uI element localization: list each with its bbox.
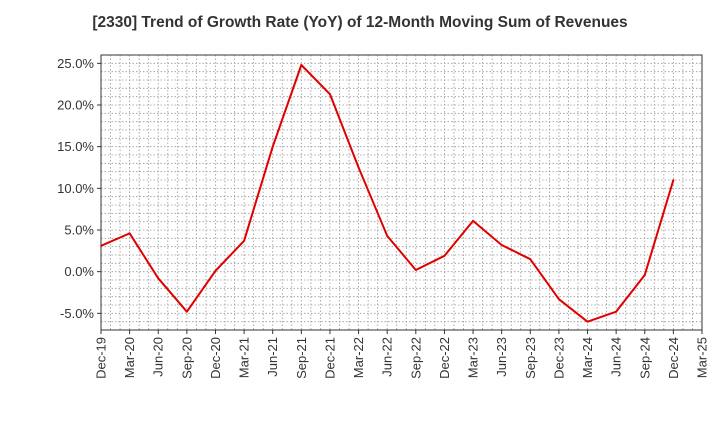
x-tick-label: Sep-22 bbox=[408, 337, 423, 379]
x-tick-label: Sep-21 bbox=[294, 337, 309, 379]
chart-title: [2330] Trend of Growth Rate (YoY) of 12-… bbox=[92, 14, 628, 31]
x-tick-label: Sep-23 bbox=[523, 337, 538, 379]
data-point bbox=[643, 274, 646, 276]
y-tick-label: 20.0% bbox=[57, 98, 94, 113]
data-point bbox=[529, 258, 532, 261]
data-point bbox=[472, 219, 474, 222]
x-tick-label: Mar-24 bbox=[580, 337, 595, 378]
x-tick-label: Dec-23 bbox=[551, 337, 566, 379]
data-point bbox=[558, 298, 560, 301]
plot-frame bbox=[100, 54, 703, 331]
x-tick-label: Dec-22 bbox=[437, 337, 452, 379]
x-axis: Dec-19 Mar-20 Jun-20 Sep-20 Dec-20 Mar-21 Jun-… bbox=[94, 330, 710, 379]
x-tick-label: Dec-24 bbox=[666, 337, 681, 379]
x-tick-label: Dec-21 bbox=[322, 337, 337, 379]
y-tick-label: 0.0% bbox=[64, 264, 94, 279]
data-point bbox=[672, 179, 675, 181]
data-point bbox=[185, 310, 188, 313]
data-point bbox=[100, 244, 102, 247]
x-tick-label: Mar-22 bbox=[351, 337, 366, 378]
y-tick-label: 10.0% bbox=[57, 181, 94, 196]
data-point bbox=[128, 232, 131, 235]
data-point bbox=[357, 166, 360, 169]
data-point bbox=[414, 269, 417, 271]
x-tick-label: Jun-21 bbox=[265, 337, 280, 377]
data-point bbox=[300, 64, 303, 66]
y-tick-label: 15.0% bbox=[57, 139, 94, 154]
y-tick-label: -5.0% bbox=[60, 306, 94, 321]
x-tick-label: Dec-19 bbox=[94, 337, 109, 379]
data-point bbox=[386, 234, 389, 237]
data-point bbox=[271, 145, 274, 148]
x-tick-label: Dec-20 bbox=[208, 337, 223, 379]
x-tick-label: Jun-20 bbox=[151, 337, 166, 377]
x-tick-label: Jun-24 bbox=[609, 337, 624, 377]
data-point bbox=[243, 239, 245, 242]
x-tick-label: Mar-21 bbox=[237, 337, 252, 378]
data-point bbox=[586, 320, 589, 323]
x-tick-label: Mar-25 bbox=[695, 337, 710, 378]
y-tick-label: 5.0% bbox=[64, 223, 94, 238]
y-tick-label: 25.0% bbox=[57, 56, 94, 71]
data-point bbox=[443, 254, 446, 257]
x-tick-label: Jun-22 bbox=[380, 337, 395, 377]
data-point bbox=[214, 269, 217, 272]
x-tick-label: Jun-23 bbox=[494, 337, 509, 377]
data-point bbox=[615, 310, 618, 313]
data-point bbox=[329, 93, 331, 96]
grid-lines bbox=[100, 54, 703, 331]
x-tick-label: Sep-24 bbox=[637, 337, 652, 379]
x-tick-label: Sep-20 bbox=[179, 337, 194, 379]
y-axis: 25.0% 20.0% 15.0% 10.0% 5.0% 0.0% -5.0% bbox=[57, 56, 101, 321]
data-point bbox=[157, 277, 160, 280]
x-tick-label: Mar-23 bbox=[466, 337, 481, 378]
x-tick-label: Mar-20 bbox=[122, 337, 137, 378]
series-layer bbox=[100, 64, 675, 323]
data-point bbox=[500, 244, 503, 246]
